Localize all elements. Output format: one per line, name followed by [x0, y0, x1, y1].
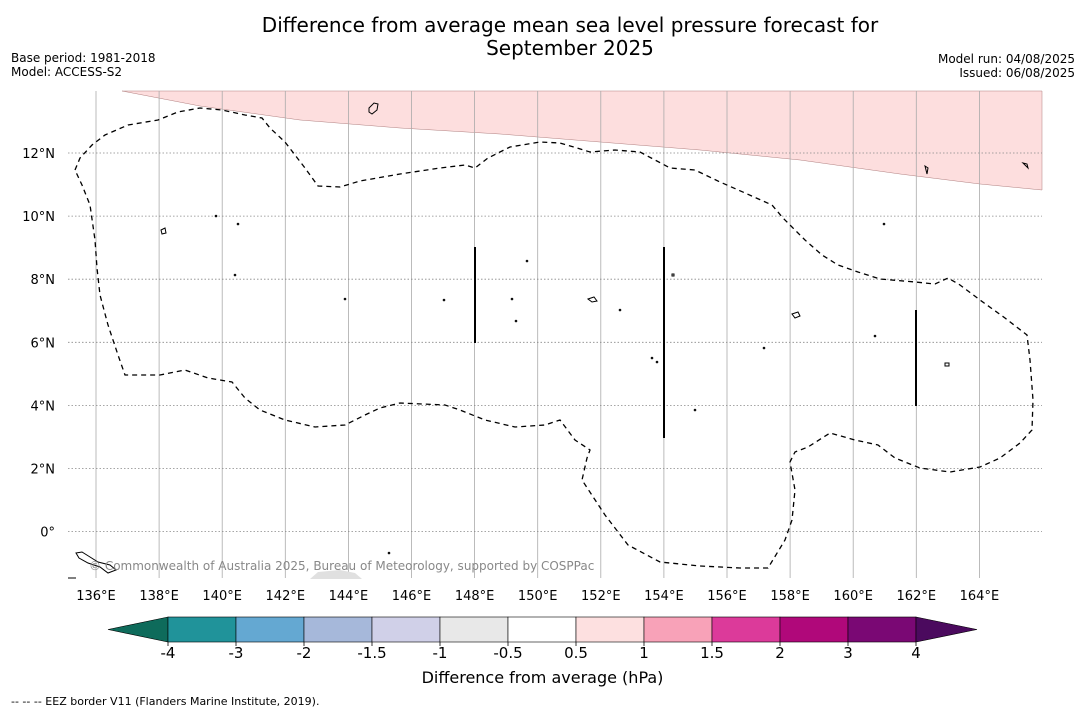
lon-tick-label: 162°E: [897, 589, 937, 604]
colorbar-bin: [167, 616, 237, 643]
lat-tick-label: 0°: [40, 526, 55, 541]
eez-footnote: -- -- -- EEZ border V11 (Flanders Marine…: [11, 695, 320, 708]
copyright-text: © Commonwealth of Australia 2025, Bureau…: [89, 559, 594, 573]
title-line-2: September 2025: [486, 36, 654, 60]
model-text: Model: ACCESS-S2: [11, 65, 123, 79]
islands: [75, 102, 1029, 574]
colorbar-tick-label: -4: [161, 644, 176, 662]
lon-tick-label: 160°E: [833, 589, 873, 604]
colorbar-tick-label: 1.5: [700, 644, 724, 662]
colorbar-tick-label: 3: [843, 644, 853, 662]
colorbar: -4 -3 -2 -1.5 -1 -0.5 0.5 1 1.5 2 3 4: [107, 616, 978, 662]
eez-border: [74, 107, 1034, 569]
lat-tick-label: 4°N: [31, 399, 56, 414]
lon-tick-label: 140°E: [202, 589, 242, 604]
lon-tick-label: 146°E: [392, 589, 432, 604]
lon-tick-label: 148°E: [455, 589, 495, 604]
colorbar-under-arrow: [107, 616, 169, 643]
anomaly-region: [121, 90, 1043, 191]
lon-tick-label: 156°E: [707, 589, 747, 604]
lat-tick-label: 8°N: [31, 273, 56, 288]
colorbar-title: Difference from average (hPa): [421, 668, 664, 687]
longitude-labels: 136°E 138°E 140°E 142°E 144°E 146°E 148°E 150°E…: [76, 589, 999, 604]
lon-tick-label: 158°E: [770, 589, 810, 604]
lon-tick-label: 144°E: [329, 589, 369, 604]
lon-tick-label: 164°E: [960, 589, 1000, 604]
colorbar-tick-label: -2: [297, 644, 312, 662]
colorbar-tick-label: 1: [639, 644, 649, 662]
colorbar-bin: [371, 616, 441, 643]
colorbar-bin: [507, 616, 577, 643]
title-line-1: Difference from average mean sea level p…: [261, 13, 879, 37]
lon-tick-label: 142°E: [266, 589, 306, 604]
lat-tick-label: 12°N: [22, 147, 55, 162]
lon-tick-label: 138°E: [139, 589, 179, 604]
colorbar-tick-label: -1.5: [357, 644, 386, 662]
model-info: Base period: 1981-2018 Model: ACCESS-S2: [11, 51, 156, 79]
longitude-gridlines: [95, 91, 980, 578]
colorbar-tick-label: -3: [229, 644, 244, 662]
colorbar-tick-label: -0.5: [493, 644, 522, 662]
base-period-text: Base period: 1981-2018: [11, 51, 156, 65]
run-info: Model run: 04/08/2025 Issued: 06/08/2025: [938, 52, 1075, 80]
colorbar-bin: [779, 616, 849, 643]
colorbar-bin: [303, 616, 373, 643]
colorbar-tick-label: 0.5: [564, 644, 588, 662]
lon-tick-label: 154°E: [644, 589, 684, 604]
colorbar-bin: [235, 616, 305, 643]
lon-tick-label: 152°E: [581, 589, 621, 604]
colorbar-tick-label: 2: [775, 644, 785, 662]
land-patch: [310, 570, 362, 579]
model-run-text: Model run: 04/08/2025: [937, 52, 1075, 66]
latitude-gridlines: [68, 152, 1042, 532]
colorbar-bin: [439, 616, 509, 643]
latitude-labels: 12°N 10°N 8°N 6°N 4°N 2°N 0°: [22, 147, 55, 541]
colorbar-bin: [643, 616, 713, 643]
colorbar-tick-label: -1: [433, 644, 448, 662]
lon-tick-label: 136°E: [76, 589, 116, 604]
lat-tick-label: 6°N: [31, 336, 56, 351]
lat-tick-label: 2°N: [31, 463, 56, 478]
colorbar-tick-label: 4: [911, 644, 921, 662]
colorbar-bin: [847, 616, 917, 643]
issued-text: Issued: 06/08/2025: [959, 66, 1075, 80]
colorbar-bin: [575, 616, 645, 643]
map-title: Difference from average mean sea level p…: [0, 14, 1085, 60]
lon-tick-label: 150°E: [518, 589, 558, 604]
lat-tick-label: 10°N: [22, 210, 55, 225]
colorbar-bin: [711, 616, 781, 643]
colorbar-over-arrow: [915, 616, 978, 643]
